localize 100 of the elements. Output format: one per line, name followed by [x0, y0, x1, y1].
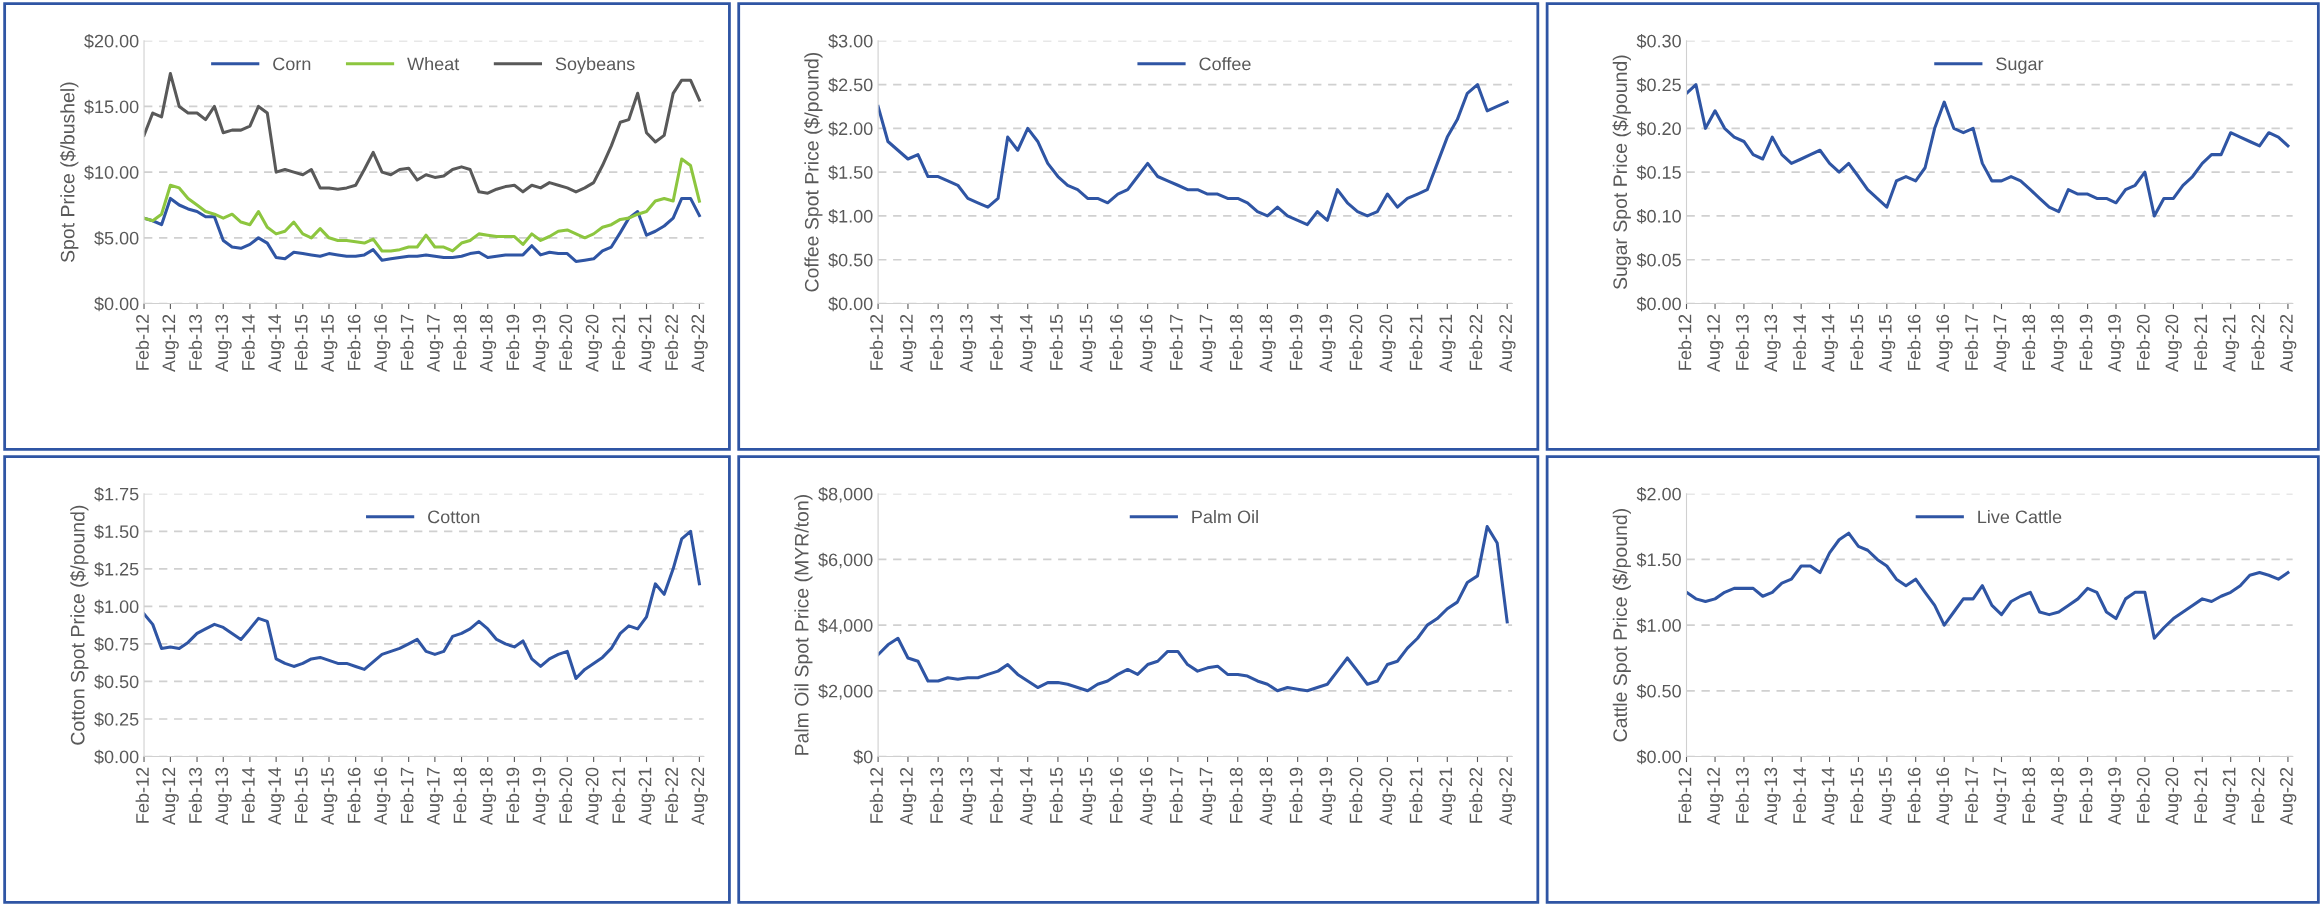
x-tick-label: Aug-12: [900, 767, 917, 826]
y-tick-label: $0: [853, 749, 873, 765]
x-tick-label: Aug-15: [1879, 314, 1896, 373]
x-tick-label: Feb-16: [1109, 767, 1123, 823]
y-tick-label: $0.50: [1636, 684, 1681, 699]
y-tick-label: $1.50: [828, 165, 873, 180]
x-tick-label: Feb-20: [558, 314, 573, 370]
x-tick-label: Feb-21: [2193, 767, 2208, 823]
x-tick-label: Feb-14: [989, 314, 1003, 370]
x-tick-label: Feb-12: [135, 767, 149, 823]
x-tick-label: Feb-13: [929, 314, 943, 370]
x-tick-label: Feb-13: [188, 767, 202, 823]
x-tick-label: Feb-14: [1792, 767, 1807, 823]
x-tick-label: Feb-17: [400, 314, 414, 370]
y-tick-label: $1.00: [828, 209, 873, 224]
x-tick-label: Aug-19: [1319, 767, 1336, 826]
x-tick-label: Feb-21: [1409, 767, 1423, 823]
x-tick-label: Aug-22: [2280, 314, 2297, 373]
x-tick-label: Feb-19: [2079, 314, 2093, 370]
x-tick-label: Feb-19: [505, 314, 520, 370]
x-tick-label: Feb-22: [664, 767, 679, 823]
legend-label: Cotton: [428, 510, 480, 524]
y-axis-title: Palm Oil Spot Price (MYR/ton): [794, 495, 813, 755]
x-tick-label: Aug-15: [1079, 767, 1097, 826]
line-series: [1686, 531, 2290, 640]
line-series: [1686, 83, 2290, 218]
x-tick-label: Aug-19: [1319, 314, 1336, 373]
y-tick-label: $0.75: [94, 637, 139, 652]
legend-label: Coffee: [1199, 57, 1251, 71]
x-tick-label: Aug-21: [1439, 767, 1456, 826]
x-tick-label: Feb-22: [2251, 767, 2265, 823]
x-tick-label: Feb-12: [1678, 767, 1692, 823]
x-tick-label: Feb-17: [1169, 314, 1183, 370]
y-tick-label: $0.00: [94, 749, 139, 765]
x-tick-label: Aug-14: [268, 767, 285, 826]
x-tick-label: Feb-12: [869, 767, 883, 823]
x-tick-label: Feb-16: [1907, 767, 1921, 823]
y-tick-label: $0.30: [1636, 33, 1681, 49]
x-tick-label: Feb-18: [453, 314, 467, 370]
y-tick-label: $1.00: [1636, 618, 1681, 633]
x-tick-label: Feb-15: [294, 314, 308, 370]
x-tick-label: Aug-13: [1764, 314, 1781, 373]
x-tick-label: Feb-15: [1850, 314, 1864, 370]
x-tick-label: Feb-19: [1289, 767, 1303, 823]
y-tick-label: $4,000: [818, 618, 873, 634]
x-tick-label: Aug-17: [427, 767, 444, 826]
y-tick-label: $0.05: [1636, 252, 1681, 268]
x-tick-label: Feb-13: [1735, 314, 1749, 370]
x-tick-label: Aug-16: [374, 767, 391, 826]
x-tick-label: Aug-17: [1993, 314, 2010, 373]
x-tick-label: Aug-18: [1259, 767, 1276, 826]
x-tick-label: Aug-16: [1936, 767, 1953, 826]
x-tick-label: Aug-22: [1499, 767, 1516, 826]
x-tick-label: Aug-21: [638, 767, 655, 826]
x-tick-label: Aug-22: [2280, 767, 2297, 826]
y-tick-label: $0.00: [1636, 296, 1681, 312]
x-tick-label: Feb-20: [2136, 767, 2150, 823]
x-tick-label: Feb-20: [2136, 314, 2150, 370]
x-tick-label: Feb-15: [294, 767, 308, 823]
y-tick-label: $0.00: [828, 296, 873, 312]
legend-label: Wheat: [407, 57, 460, 71]
x-tick-label: Feb-18: [1229, 767, 1243, 823]
x-tick-label: Aug-19: [2108, 314, 2125, 373]
x-tick-label: Feb-13: [1735, 767, 1749, 823]
x-tick-label: Aug-14: [1019, 314, 1037, 373]
x-tick-label: Feb-21: [611, 314, 626, 370]
y-tick-label: $2.50: [828, 77, 873, 93]
x-tick-label: Feb-14: [1792, 314, 1807, 370]
x-tick-label: Feb-22: [1469, 314, 1483, 370]
x-tick-label: Aug-18: [1259, 314, 1276, 373]
x-tick-label: Feb-21: [2193, 314, 2208, 370]
x-tick-label: Aug-20: [2165, 314, 2182, 373]
legend-label: Palm Oil: [1192, 510, 1258, 524]
x-tick-label: Feb-18: [453, 767, 467, 823]
x-tick-label: Aug-18: [2050, 314, 2068, 373]
x-tick-label: Aug-17: [427, 314, 444, 373]
x-tick-label: Aug-19: [2108, 767, 2125, 826]
y-tick-label: $10.00: [84, 165, 139, 180]
y-tick-label: $1.50: [1636, 552, 1681, 568]
x-tick-label: Aug-20: [585, 314, 603, 373]
y-axis-title: Coffee Spot Price ($/pound): [804, 52, 823, 292]
x-tick-label: Feb-16: [1907, 314, 1921, 370]
x-tick-label: Aug-22: [691, 767, 708, 826]
y-tick-label: $1.50: [94, 524, 139, 540]
y-tick-label: $0.00: [94, 296, 139, 312]
x-tick-label: Aug-17: [1199, 767, 1216, 826]
x-tick-label: Aug-19: [532, 314, 550, 373]
legend-label: Live Cattle: [1978, 510, 2062, 524]
x-tick-label: Aug-21: [1439, 314, 1456, 373]
x-tick-label: Feb-20: [1349, 767, 1363, 823]
y-tick-label: $0.25: [94, 712, 139, 727]
x-tick-label: Feb-13: [929, 767, 943, 823]
x-tick-label: Aug-15: [321, 767, 338, 826]
line-series: [144, 157, 701, 253]
x-tick-label: Aug-12: [1707, 314, 1724, 373]
x-tick-label: Aug-16: [1139, 314, 1157, 373]
x-tick-label: Aug-16: [374, 314, 391, 373]
x-tick-label: Aug-14: [1821, 314, 1838, 373]
x-tick-label: Feb-18: [2021, 767, 2036, 823]
x-tick-label: Feb-14: [241, 314, 255, 370]
